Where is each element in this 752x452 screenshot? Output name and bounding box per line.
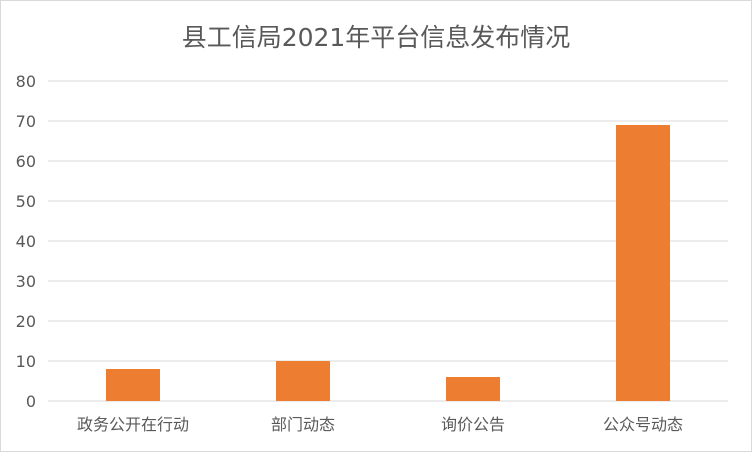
y-tick-label: 80	[16, 72, 36, 91]
y-tick-label: 30	[16, 272, 36, 291]
y-tick-label: 10	[16, 352, 36, 371]
chart-title: 县工信局2021年平台信息发布情况	[182, 23, 571, 52]
y-tick-label: 40	[16, 232, 36, 251]
bar-0	[106, 369, 160, 401]
y-tick-label: 0	[26, 392, 36, 411]
x-tick-label: 公众号动态	[603, 415, 683, 434]
y-tick-label: 70	[16, 112, 36, 131]
bar-1	[276, 361, 330, 401]
y-tick-label: 60	[16, 152, 36, 171]
y-tick-label: 50	[16, 192, 36, 211]
x-tick-label: 部门动态	[271, 415, 335, 434]
bar-3	[616, 125, 670, 401]
x-tick-label: 政务公开在行动	[77, 415, 189, 434]
x-tick-label: 询价公告	[441, 415, 505, 434]
y-tick-label: 20	[16, 312, 36, 331]
bar-2	[446, 377, 500, 401]
